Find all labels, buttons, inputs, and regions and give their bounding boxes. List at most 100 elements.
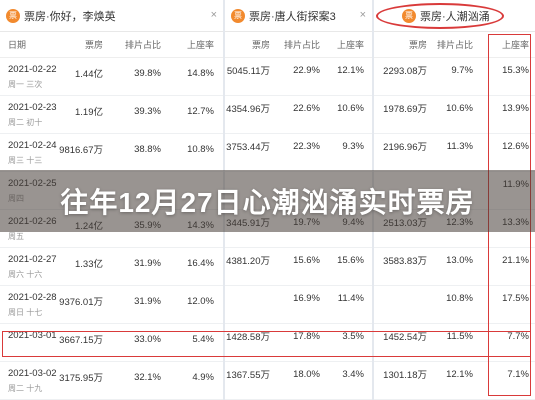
boxoffice-cell: 4354.96万 — [226, 104, 270, 115]
occupancy-cell: 7.7% — [507, 330, 529, 342]
table-row[interactable]: 4381.20万 15.6% 15.6% — [225, 248, 372, 286]
tab-title: 票房·唐人街探案3 — [249, 10, 336, 23]
share-cell: 12.1% — [446, 368, 473, 380]
occupancy-cell: 3.5% — [342, 330, 364, 342]
table-row[interactable]: 16.9% 11.4% — [225, 286, 372, 324]
close-icon[interactable]: × — [359, 9, 366, 21]
share-cell: 9.7% — [451, 64, 473, 76]
occupancy-cell: 21.1% — [502, 254, 529, 266]
close-icon[interactable]: × — [210, 9, 217, 21]
boxoffice-cell: 1428.58万 — [226, 332, 270, 343]
header-boxoffice: 票房 — [408, 40, 427, 50]
occupancy-cell: 16.4% — [187, 257, 214, 269]
share-cell: 22.3% — [293, 140, 320, 152]
share-cell: 10.6% — [446, 102, 473, 114]
occupancy-cell: 17.5% — [502, 292, 529, 304]
row-date: 2021-03-02 — [8, 368, 57, 379]
title-banner: 往年12月27日心潮汹涌实时票房 — [0, 170, 535, 232]
table-row[interactable]: 2293.08万 9.7% 15.3% — [374, 58, 535, 96]
header-date: 日期 — [8, 40, 27, 50]
table-row[interactable]: 2021-02-24 周三 十三 9816.67万 38.8% 10.8% — [0, 134, 223, 172]
row-weekday: 周六 十六 — [8, 270, 43, 279]
header-boxoffice: 票房 — [251, 40, 270, 50]
occupancy-cell: 9.3% — [342, 140, 364, 152]
header-occupancy: 上座率 — [336, 40, 364, 50]
tab-hi-mom[interactable]: 票 票房·你好，李焕英 × — [0, 0, 223, 32]
share-cell: 39.8% — [134, 67, 161, 79]
share-cell: 31.9% — [134, 257, 161, 269]
app-logo-icon: 票 — [6, 8, 20, 23]
occupancy-cell: 11.4% — [337, 292, 364, 304]
share-cell: 33.0% — [134, 333, 161, 345]
tab-detective-chinatown[interactable]: 票 票房·唐人街探案3 × — [225, 0, 372, 32]
share-cell: 16.9% — [293, 292, 320, 304]
table-row[interactable]: 1452.54万 11.5% 7.7% — [374, 324, 535, 362]
boxoffice-cell: 2293.08万 — [383, 66, 427, 77]
table-row[interactable]: 2021-03-02 周二 十九 3175.95万 32.1% 4.9% — [0, 362, 223, 400]
row-weekday: 周三 十三 — [8, 156, 43, 165]
share-cell: 18.0% — [293, 368, 320, 380]
table-header: 票房 排片占比 上座率 — [374, 32, 535, 58]
boxoffice-cell: 4381.20万 — [226, 256, 270, 267]
row-weekday: 周五 — [8, 232, 24, 241]
table-row[interactable]: 2021-02-22 周一 三次 1.44亿 39.8% 14.8% — [0, 58, 223, 96]
tab-cliff-walkers[interactable]: 票 票房·人潮汹涌 — [374, 0, 535, 32]
tab-title: 票房·你好，李焕英 — [24, 10, 116, 23]
table-row[interactable]: 5045.11万 22.9% 12.1% — [225, 58, 372, 96]
share-cell: 11.5% — [446, 330, 473, 342]
table-row[interactable]: 1978.69万 10.6% 13.9% — [374, 96, 535, 134]
occupancy-cell: 12.1% — [337, 64, 364, 76]
table-row[interactable]: 1367.55万 18.0% 3.4% — [225, 362, 372, 400]
row-weekday: 周一 三次 — [8, 80, 43, 89]
table-row[interactable]: 3753.44万 22.3% 9.3% — [225, 134, 372, 172]
row-date: 2021-03-01 — [8, 330, 57, 341]
banner-title: 往年12月27日心潮汹涌实时票房 — [60, 187, 475, 218]
occupancy-cell: 15.6% — [337, 254, 364, 266]
occupancy-cell: 12.7% — [187, 105, 214, 117]
table-row[interactable]: 3583.83万 13.0% 21.1% — [374, 248, 535, 286]
boxoffice-cell: 1978.69万 — [383, 104, 427, 115]
table-row[interactable]: 2021-02-27 周六 十六 1.33亿 31.9% 16.4% — [0, 248, 223, 286]
header-share: 排片占比 — [436, 40, 473, 50]
occupancy-cell: 10.8% — [187, 143, 214, 155]
row-weekday: 周二 初十 — [8, 118, 43, 127]
table-row[interactable]: 2021-03-01 3667.15万 33.0% 5.4% — [0, 324, 223, 362]
table-row[interactable]: 10.8% 17.5% — [374, 286, 535, 324]
boxoffice-cell: 3667.15万 — [59, 335, 103, 346]
occupancy-cell: 5.4% — [192, 333, 214, 345]
share-cell: 22.9% — [293, 64, 320, 76]
share-cell: 13.0% — [446, 254, 473, 266]
boxoffice-cell: 1.44亿 — [75, 69, 103, 80]
share-cell: 10.8% — [446, 292, 473, 304]
share-cell: 31.9% — [134, 295, 161, 307]
occupancy-cell: 7.1% — [507, 368, 529, 380]
row-date: 2021-02-22 — [8, 64, 57, 75]
table-row[interactable]: 1428.58万 17.8% 3.5% — [225, 324, 372, 362]
header-occupancy: 上座率 — [186, 40, 214, 50]
occupancy-cell: 14.8% — [187, 67, 214, 79]
occupancy-cell: 15.3% — [502, 64, 529, 76]
highlight-row-0301 — [2, 331, 531, 357]
occupancy-cell: 10.6% — [337, 102, 364, 114]
occupancy-cell: 3.4% — [342, 368, 364, 380]
header-share: 排片占比 — [283, 40, 320, 50]
table-row[interactable]: 2021-02-28 周日 十七 9376.01万 31.9% 12.0% — [0, 286, 223, 324]
boxoffice-cell: 1.33亿 — [75, 259, 103, 270]
boxoffice-cell: 9376.01万 — [59, 297, 103, 308]
occupancy-cell: 13.9% — [502, 102, 529, 114]
row-date: 2021-02-24 — [8, 140, 57, 151]
share-cell: 39.3% — [134, 105, 161, 117]
header-occupancy: 上座率 — [501, 40, 529, 50]
table-row[interactable]: 2021-02-23 周二 初十 1.19亿 39.3% 12.7% — [0, 96, 223, 134]
header-boxoffice: 票房 — [84, 40, 103, 50]
occupancy-cell: 12.6% — [502, 140, 529, 152]
share-cell: 38.8% — [134, 143, 161, 155]
row-weekday: 周二 十九 — [8, 384, 43, 393]
boxoffice-cell: 3753.44万 — [226, 142, 270, 153]
boxoffice-cell: 1301.18万 — [383, 370, 427, 381]
boxoffice-cell: 3175.95万 — [59, 373, 103, 384]
share-cell: 22.6% — [293, 102, 320, 114]
share-cell: 17.8% — [293, 330, 320, 342]
table-row[interactable]: 4354.96万 22.6% 10.6% — [225, 96, 372, 134]
occupancy-cell: 4.9% — [192, 371, 214, 383]
